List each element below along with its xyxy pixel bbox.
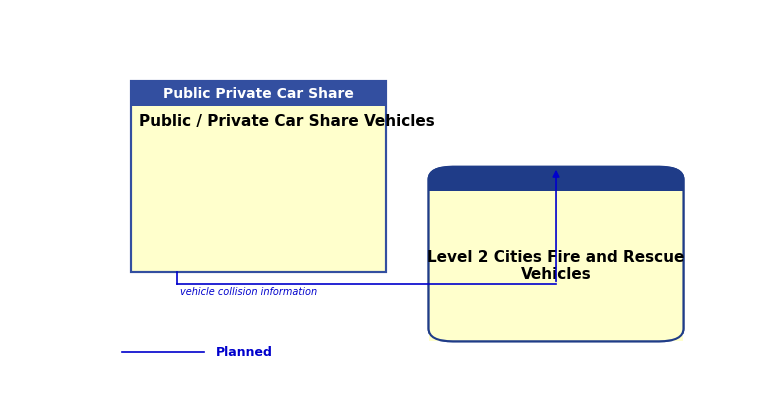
Text: Public Private Car Share: Public Private Car Share xyxy=(163,87,354,101)
FancyBboxPatch shape xyxy=(428,178,684,191)
Text: vehicle collision information: vehicle collision information xyxy=(180,288,317,297)
Text: Planned: Planned xyxy=(216,346,273,359)
FancyBboxPatch shape xyxy=(428,191,684,341)
Text: Public / Private Car Share Vehicles: Public / Private Car Share Vehicles xyxy=(139,114,435,129)
FancyBboxPatch shape xyxy=(428,167,684,191)
Text: Level 2 Cities Fire and Rescue
Vehicles: Level 2 Cities Fire and Rescue Vehicles xyxy=(428,250,684,283)
FancyBboxPatch shape xyxy=(132,81,386,272)
FancyBboxPatch shape xyxy=(428,167,684,341)
FancyBboxPatch shape xyxy=(132,81,386,106)
